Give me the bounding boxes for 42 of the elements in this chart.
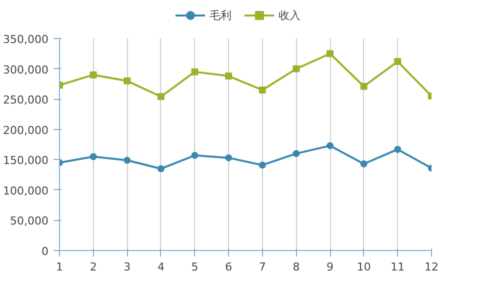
y-tick-label: 0 — [42, 245, 48, 258]
point — [360, 82, 368, 90]
x-tick-label: 3 — [124, 260, 131, 274]
x-tick-label: 9 — [326, 260, 334, 274]
point — [394, 146, 402, 153]
point — [90, 71, 97, 78]
point — [124, 77, 131, 84]
y-tick-label: 300,000 — [3, 63, 49, 76]
x-tick-label: 5 — [191, 260, 198, 274]
x-tick-label: 2 — [90, 260, 97, 274]
x-tick-label: 11 — [390, 260, 405, 274]
y-tick-label: 150,000 — [3, 154, 49, 168]
legend-label: 毛利 — [210, 8, 232, 22]
point — [258, 86, 266, 94]
point — [360, 160, 368, 168]
point — [292, 150, 300, 158]
point — [157, 93, 164, 100]
point — [394, 58, 402, 66]
x-tick-label: 10 — [356, 260, 371, 274]
point — [157, 165, 164, 172]
y-tick-label: 50,000 — [10, 214, 49, 228]
y-tick-label: 200,000 — [3, 124, 49, 137]
point — [191, 152, 198, 159]
point — [225, 72, 232, 80]
point — [258, 162, 266, 169]
x-tick-label: 6 — [225, 260, 232, 274]
y-tick-label: 100,000 — [3, 184, 49, 198]
x-tick-label: 4 — [157, 260, 164, 274]
y-tick-label: 350,000 — [3, 33, 49, 46]
x-tick-label: 7 — [258, 260, 266, 274]
y-tick-label: 250,000 — [3, 94, 49, 107]
point — [326, 142, 334, 150]
point — [124, 156, 131, 164]
point — [326, 50, 334, 58]
point — [225, 154, 232, 162]
x-tick-label: 1 — [56, 260, 63, 274]
x-tick-label: 8 — [292, 260, 300, 274]
point — [191, 68, 198, 76]
point — [292, 65, 300, 72]
x-tick-label: 12 — [424, 260, 438, 274]
legend-label: 收入 — [278, 8, 300, 22]
point — [90, 153, 97, 160]
